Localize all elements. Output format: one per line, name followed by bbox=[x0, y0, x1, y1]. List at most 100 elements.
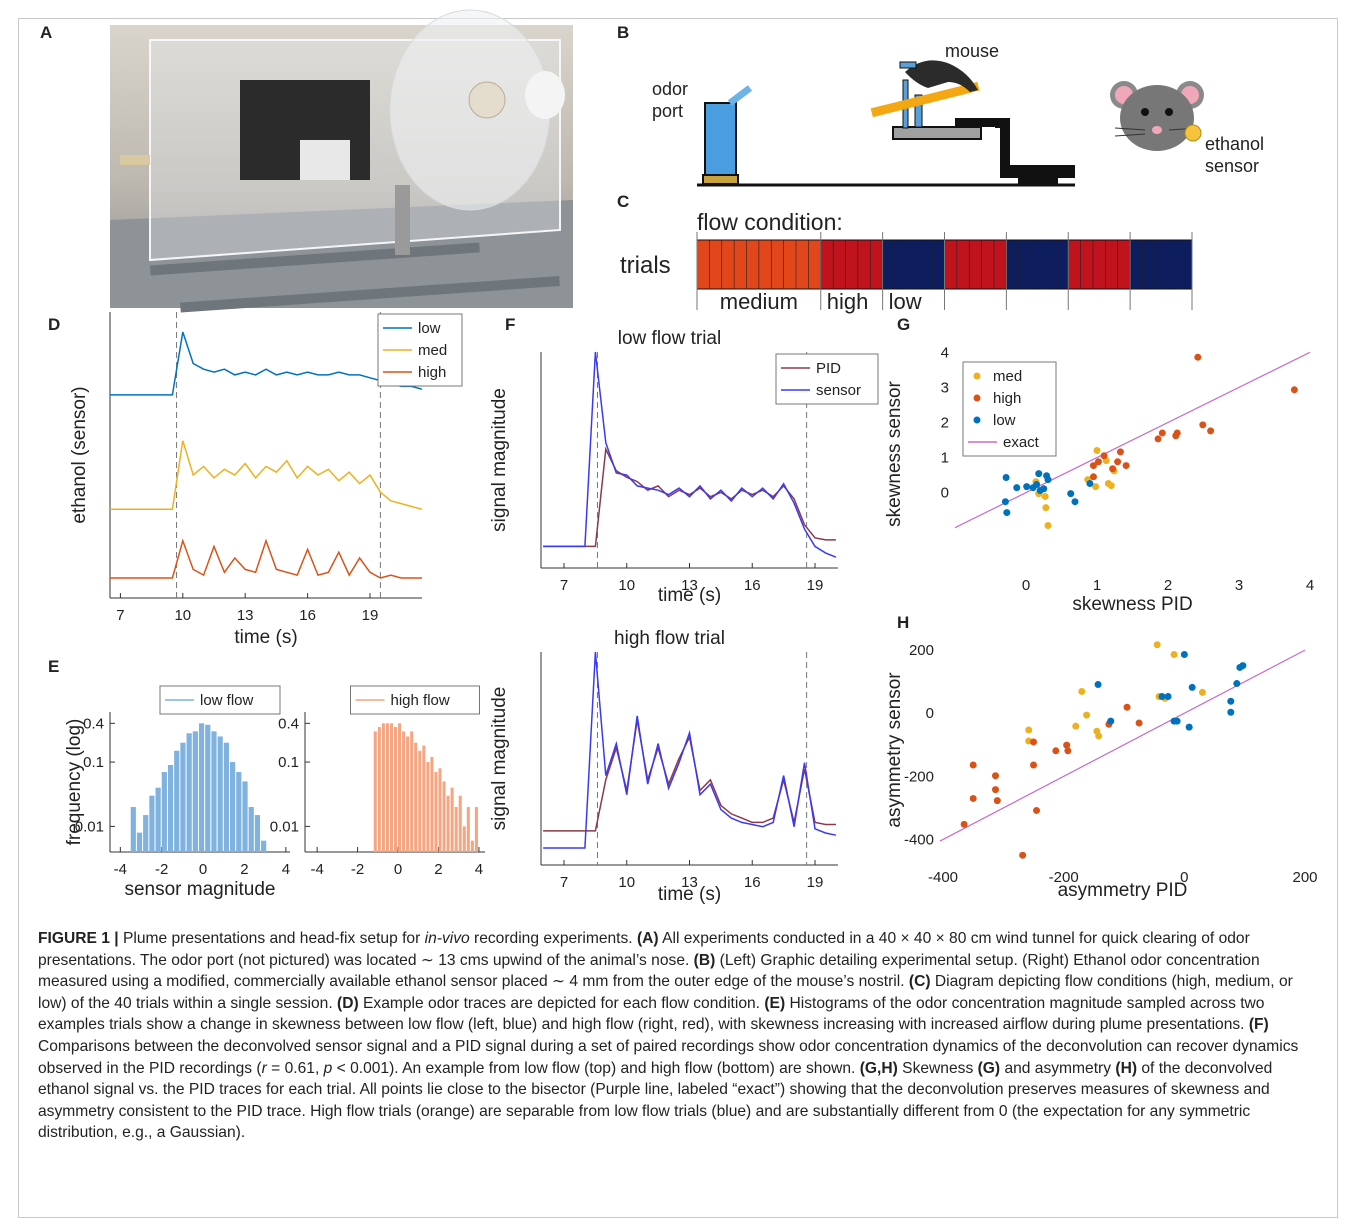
scatter-point bbox=[1173, 429, 1181, 437]
sensor-label: ethanol bbox=[1205, 134, 1264, 154]
scatter-point bbox=[1095, 732, 1103, 740]
histogram-bar bbox=[230, 762, 236, 852]
y-tick-label: 0 bbox=[941, 485, 949, 502]
histogram-bar bbox=[458, 795, 462, 852]
caption-text: r bbox=[261, 1059, 267, 1077]
panel-label: H bbox=[897, 613, 909, 632]
x-tick-label: 7 bbox=[560, 577, 568, 594]
legend-label: exact bbox=[1003, 434, 1040, 451]
y-tick-label: 0.01 bbox=[270, 818, 299, 835]
histogram-bar bbox=[217, 736, 223, 852]
legend-label: med bbox=[993, 368, 1022, 385]
histogram-bar bbox=[192, 731, 198, 852]
x-tick-label: -400 bbox=[928, 869, 958, 886]
scatter-point bbox=[1071, 498, 1079, 506]
histogram-bar bbox=[136, 832, 143, 852]
histogram-bar bbox=[198, 723, 205, 852]
histogram-bar bbox=[205, 724, 211, 852]
y-tick-label: 0 bbox=[926, 705, 934, 722]
histogram-bar bbox=[389, 723, 393, 852]
x-tick-label: 19 bbox=[807, 874, 824, 891]
legend-label: low bbox=[993, 412, 1016, 429]
x-tick-label: 10 bbox=[618, 874, 635, 891]
scatter-point bbox=[1093, 446, 1101, 454]
scatter-point bbox=[1164, 692, 1172, 700]
caption-text: (B) bbox=[693, 951, 716, 969]
x-axis-label: skewness PID bbox=[1072, 594, 1192, 615]
scatter-point bbox=[1123, 703, 1131, 711]
chart-title: high flow trial bbox=[614, 628, 725, 649]
reference-line bbox=[939, 649, 1306, 842]
condition-label: medium bbox=[720, 289, 798, 314]
caption-text: p bbox=[323, 1059, 333, 1077]
scatter-point bbox=[993, 797, 1001, 805]
caption-text: recording experiments. bbox=[469, 930, 637, 947]
histogram-bar bbox=[161, 772, 167, 852]
legend-label: PID bbox=[816, 360, 841, 377]
caption-text: of the deconvolved ethanol signal vs. th… bbox=[38, 1059, 1277, 1142]
x-axis-label: asymmetry PID bbox=[1058, 880, 1188, 901]
flow-block bbox=[1129, 239, 1193, 290]
figure-caption: FIGURE 1 | Plume presentations and head-… bbox=[38, 928, 1323, 1144]
panel-label: A bbox=[40, 23, 52, 42]
scatter-point bbox=[1086, 479, 1094, 487]
caption-text: (F) bbox=[1248, 1016, 1269, 1034]
x-axis-label: time (s) bbox=[234, 627, 297, 648]
scatter-point bbox=[1023, 483, 1031, 491]
scatter-point bbox=[1044, 476, 1052, 484]
legend-label: low bbox=[418, 320, 441, 337]
histogram-bar bbox=[454, 807, 458, 852]
caption-text: (G) bbox=[977, 1059, 1001, 1077]
y-axis-label: ethanol (sensor) bbox=[69, 386, 90, 523]
scatter-point bbox=[1227, 697, 1235, 705]
flow-block bbox=[1067, 239, 1131, 290]
scatter-point bbox=[1104, 479, 1112, 487]
caption-text: (C) bbox=[908, 973, 931, 991]
scatter-point bbox=[969, 761, 977, 769]
caption-text: Histograms of the odor concentration mag… bbox=[38, 994, 1269, 1034]
x-tick-label: 13 bbox=[681, 577, 698, 594]
x-tick-label: 2 bbox=[434, 861, 442, 878]
x-tick-label: 0 bbox=[199, 861, 207, 878]
legend-label: med bbox=[418, 342, 447, 359]
histogram-bar bbox=[373, 731, 377, 852]
legend-label: high flow bbox=[391, 692, 450, 709]
caption-text: (G,H) bbox=[859, 1059, 898, 1077]
y-tick-label: 4 bbox=[941, 344, 949, 361]
scatter-point bbox=[1199, 421, 1207, 429]
histogram-bar bbox=[393, 727, 398, 852]
scatter-point bbox=[1107, 717, 1115, 725]
scatter-point bbox=[1033, 806, 1041, 814]
histogram-bar bbox=[149, 795, 155, 852]
x-tick-label: 4 bbox=[475, 861, 483, 878]
scatter-point bbox=[1025, 726, 1033, 734]
histogram-bar bbox=[470, 840, 474, 852]
x-tick-label: 200 bbox=[1292, 869, 1317, 886]
x-tick-label: 0 bbox=[1180, 869, 1188, 886]
scatter-point bbox=[1158, 429, 1166, 437]
x-axis-label: time (s) bbox=[658, 884, 721, 905]
histogram-bar bbox=[143, 815, 149, 852]
histogram-bar bbox=[223, 742, 229, 852]
y-tick-label: 0.01 bbox=[75, 818, 104, 835]
histogram-bar bbox=[377, 727, 381, 852]
scatter-point bbox=[1194, 353, 1202, 361]
legend-marker bbox=[973, 416, 981, 424]
y-axis-label: asymmetry sensor bbox=[884, 672, 905, 828]
x-tick-label: 16 bbox=[744, 874, 761, 891]
condition-label: high bbox=[827, 289, 869, 314]
panel-label: D bbox=[48, 315, 60, 334]
histogram-bar bbox=[450, 787, 454, 852]
x-tick-label: -2 bbox=[155, 861, 168, 878]
histogram-bar bbox=[462, 826, 466, 852]
x-tick-label: -2 bbox=[351, 861, 364, 878]
scatter-point bbox=[1092, 483, 1100, 491]
scatter-point bbox=[1158, 692, 1166, 700]
scatter-point bbox=[1001, 498, 1009, 506]
scatter-point bbox=[1040, 485, 1048, 493]
x-tick-label: 10 bbox=[618, 577, 635, 594]
setup-diagram bbox=[697, 60, 1204, 187]
mouse-label: mouse bbox=[945, 41, 999, 61]
scatter-point bbox=[1063, 741, 1071, 749]
